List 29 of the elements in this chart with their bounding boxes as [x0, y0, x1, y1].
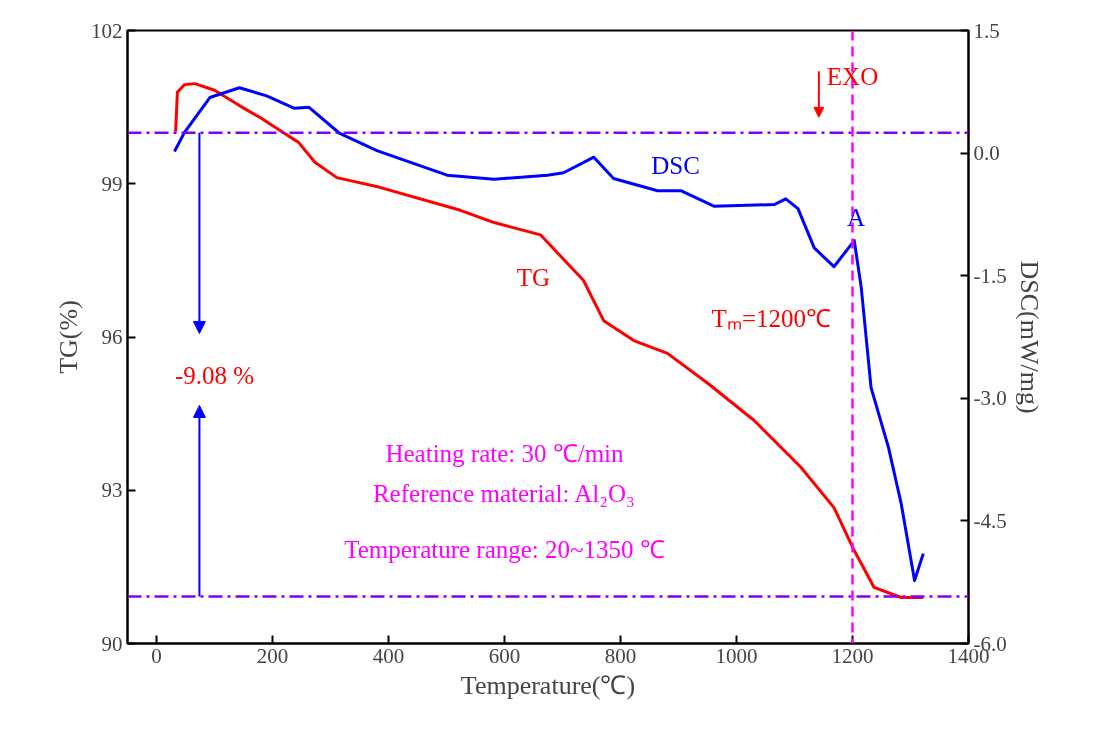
x-tick-label: 600	[488, 643, 521, 668]
y-tick-label: 90	[101, 631, 123, 656]
y2-tick-label: -4.5	[973, 508, 1007, 533]
annotation: DSC	[651, 151, 700, 179]
x-tick-label: 1000	[715, 643, 758, 668]
annotation: Temperature range: 20~1350 ℃	[344, 536, 665, 564]
x-tick-label: 200	[256, 643, 289, 668]
annotation: Heating rate: 30 ℃/min	[385, 439, 625, 467]
x-tick-label: 1200	[831, 643, 874, 668]
annotation: TG	[516, 263, 551, 291]
y2-tick-label: 0.0	[973, 141, 1000, 166]
y-tick-label: 99	[101, 171, 123, 196]
x-tick-label: 800	[604, 643, 637, 668]
x-tick-label: 0	[151, 643, 162, 668]
y2-tick-label: -1.5	[973, 263, 1007, 288]
x-tick-label: 400	[372, 643, 405, 668]
annotation: Tₘ=1200℃	[711, 305, 831, 333]
y-axis-title: TG(%)	[54, 300, 83, 374]
annotation: Reference material: Al₂O₃	[372, 479, 635, 507]
annotation: -9.08 %	[174, 361, 255, 389]
y2-tick-label: 1.5	[973, 18, 1000, 43]
annotation: EXO	[826, 62, 879, 90]
y-tick-label: 93	[101, 478, 123, 503]
y-tick-label: 102	[91, 18, 123, 43]
x-axis-title: Temperature(℃)	[460, 670, 636, 700]
y-tick-label: 96	[101, 325, 123, 349]
y2-tick-label: -3.0	[973, 386, 1007, 411]
annotation: A	[846, 203, 866, 231]
y2-axis-title: DSC(mW/mg)	[1014, 260, 1044, 414]
